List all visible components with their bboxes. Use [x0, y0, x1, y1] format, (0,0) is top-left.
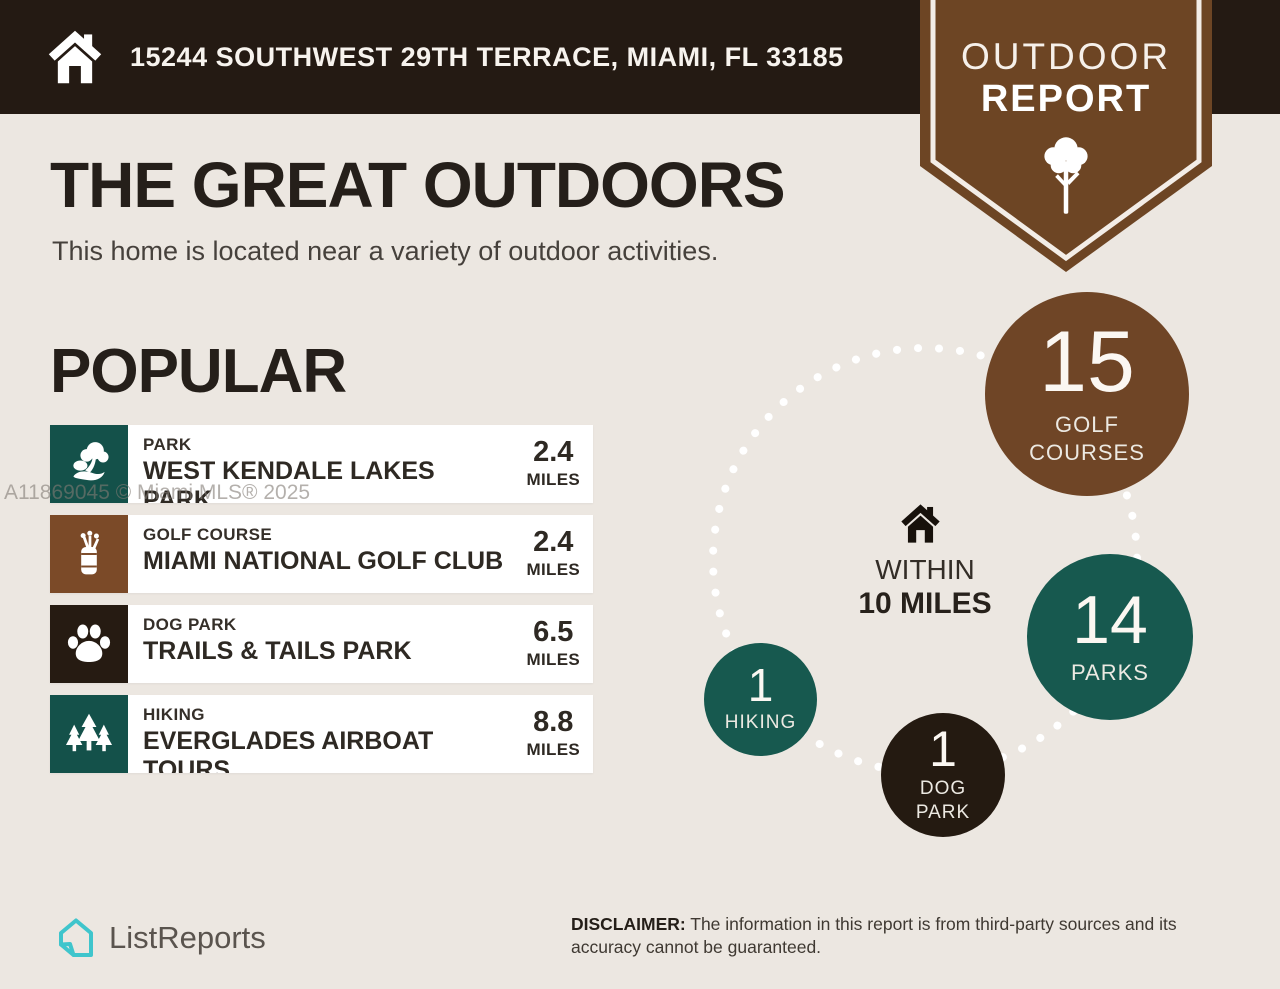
badge-title-line1: OUTDOOR [960, 36, 1172, 77]
page-subtitle: This home is located near a variety of o… [52, 236, 719, 266]
distance-value: 8.8 [533, 706, 574, 738]
bubble-label-line: COURSES [1029, 439, 1145, 465]
disclaimer-body: The information in this report is from t… [571, 914, 1177, 958]
hiking-label: HIKING [725, 711, 796, 735]
parks-label: PARKS [1071, 659, 1149, 687]
distance-unit: MILES [526, 560, 580, 579]
park-icon-tile [50, 425, 128, 503]
dog-park-label: DOG PARK [916, 777, 970, 825]
bubble-label-line: PARKS [1071, 659, 1149, 685]
hiking-bubble: 1 HIKING [704, 643, 817, 756]
disclaimer-label: DISCLAIMER: [571, 914, 686, 934]
golf-bag-icon [80, 530, 100, 575]
disclaimer-text: DISCLAIMER: The information in this repo… [571, 913, 1236, 959]
item-category: PARK [143, 435, 192, 454]
mls-watermark: A11869045 © Miami MLS® 2025 [4, 481, 311, 504]
item-distance: 6.5 MILES [527, 618, 580, 670]
parks-bubble: 14 PARKS [1027, 554, 1193, 720]
tree-icon [1044, 137, 1088, 214]
item-name: TRAILS & TAILS PARK [143, 637, 412, 665]
golf-courses-count: 15 [1039, 313, 1135, 410]
pine-trees-icon [65, 713, 113, 752]
list-item-body: HIKING EVERGLADES AIRBOAT TOURS 8.8 MILE… [128, 695, 593, 773]
outdoor-report-badge: OUTDOOR REPORT [920, 0, 1212, 272]
bubble-label-line: DOG [919, 778, 967, 799]
within-text: WITHIN [875, 554, 975, 585]
list-item-golf-course: GOLF COURSE MIAMI NATIONAL GOLF CLUB 2.4… [50, 515, 593, 593]
home-center-icon [901, 504, 940, 543]
badge-title-line2: REPORT [980, 78, 1152, 120]
property-address: 15244 SOUTHWEST 29TH TERRACE, MIAMI, FL … [130, 41, 844, 72]
bubble-label-line: GOLF [1055, 412, 1119, 438]
badge-shield-shape [920, 0, 1212, 272]
distance-value: 2.4 [533, 436, 574, 468]
popular-heading: POPULAR [50, 337, 347, 406]
item-name: WEST KENDALE LAKES PARK [143, 457, 435, 503]
distance-unit: MILES [526, 650, 580, 669]
item-distance: 2.4 MILES [527, 528, 580, 580]
distance-value: 6.5 [533, 616, 574, 648]
dog-park-bubble: 1 DOG PARK [881, 713, 1005, 837]
dog-park-icon-tile [50, 605, 128, 683]
page-title: THE GREAT OUTDOORS [50, 149, 786, 221]
list-item-park: PARK WEST KENDALE LAKES PARK 2.4 MILES [50, 425, 593, 503]
item-name: MIAMI NATIONAL GOLF CLUB [143, 547, 504, 575]
within-radius-label: WITHIN 10 MILES [825, 554, 1025, 621]
paw-icon [67, 624, 111, 662]
bubble-label-line: PARK [915, 801, 971, 823]
list-item-body: DOG PARK TRAILS & TAILS PARK 6.5 MILES [128, 605, 593, 683]
item-category: DOG PARK [143, 615, 237, 634]
distance-unit: MILES [526, 740, 580, 759]
item-distance: 8.8 MILES [527, 708, 580, 760]
brand-name: ListReports [109, 920, 266, 955]
item-category: GOLF COURSE [143, 525, 273, 544]
listreports-logo: ListReports [55, 915, 266, 961]
dog-park-count: 1 [929, 720, 957, 777]
item-distance: 2.4 MILES [527, 438, 580, 490]
popular-list: PARK WEST KENDALE LAKES PARK 2.4 MILES [50, 425, 593, 785]
radius-miles-text: 10 MILES [858, 587, 992, 620]
home-icon [48, 30, 102, 84]
parks-count: 14 [1072, 581, 1148, 658]
list-item-body: GOLF COURSE MIAMI NATIONAL GOLF CLUB 2.4… [128, 515, 593, 593]
park-icon [73, 442, 109, 481]
list-item-body: PARK WEST KENDALE LAKES PARK 2.4 MILES [128, 425, 593, 503]
item-name: EVERGLADES AIRBOAT TOURS [143, 727, 434, 773]
bubble-label-line: HIKING [724, 712, 797, 734]
distance-value: 2.4 [533, 526, 574, 558]
list-item-dog-park: DOG PARK TRAILS & TAILS PARK 6.5 MILES [50, 605, 593, 683]
golf-courses-bubble: 15 GOLF COURSES [985, 292, 1189, 496]
distance-unit: MILES [526, 470, 580, 489]
item-category: HIKING [143, 705, 205, 724]
golf-courses-label: GOLF COURSES [1029, 411, 1145, 466]
hiking-count: 1 [747, 658, 774, 711]
listreports-house-icon [59, 918, 93, 957]
list-item-hiking: HIKING EVERGLADES AIRBOAT TOURS 8.8 MILE… [50, 695, 593, 773]
hiking-icon-tile [50, 695, 128, 773]
golf-icon-tile [50, 515, 128, 593]
